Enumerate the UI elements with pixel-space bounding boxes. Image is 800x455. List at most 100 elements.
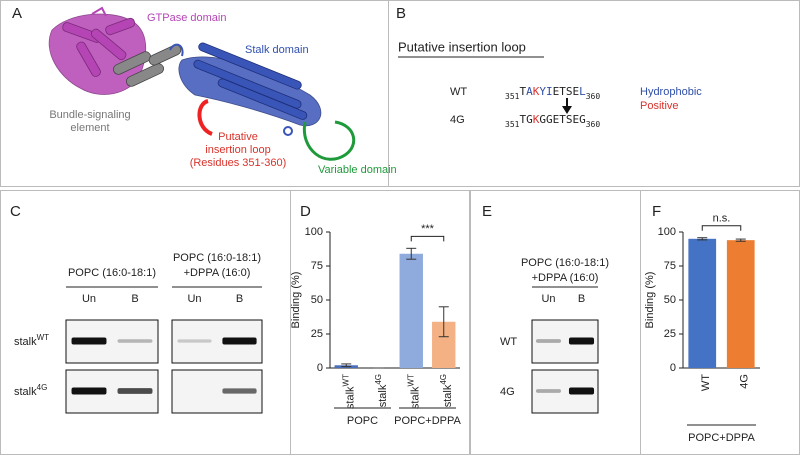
column-header: POPC (16:0-18:1) — [521, 257, 609, 269]
lane-label: Un — [541, 293, 555, 305]
residue: E — [572, 85, 579, 98]
residue: A — [526, 85, 533, 98]
domain-label: Putative — [218, 131, 258, 143]
lane-label: B — [236, 293, 243, 305]
label-sup: 4G — [439, 374, 448, 385]
y-tick-label: 25 — [664, 328, 676, 340]
sup-label: stalkWT — [406, 374, 421, 409]
sup-label: stalkWT — [341, 374, 356, 409]
x-tick-label: WT — [700, 374, 712, 391]
residue: Y — [539, 85, 546, 98]
residue: G — [539, 113, 546, 126]
y-axis-label: Binding (%) — [290, 272, 302, 329]
y-tick-label: 0 — [317, 362, 323, 374]
gel-band — [568, 387, 595, 395]
label-sup: WT — [37, 333, 50, 342]
column-header: +DPPA (16:0) — [532, 272, 599, 284]
residue: E — [553, 85, 560, 98]
y-tick-label: 50 — [311, 294, 323, 306]
label-sup: WT — [406, 374, 415, 387]
y-tick-label: 75 — [311, 260, 323, 272]
residue-number: 351 — [505, 92, 520, 101]
bar — [726, 240, 755, 368]
significance-label: n.s. — [713, 213, 731, 225]
residue-number: 360 — [586, 120, 601, 129]
domain-label: Bundle-signaling — [49, 109, 130, 121]
row-label: WT — [450, 86, 467, 98]
domain-label: Variable domain — [318, 164, 397, 176]
residue: G — [546, 113, 553, 126]
panel-letter: D — [300, 203, 311, 220]
panel-letter: B — [396, 5, 406, 22]
y-tick-label: 0 — [670, 362, 676, 374]
sup-label: stalk4G — [439, 374, 454, 407]
y-tick-label: 100 — [658, 226, 676, 238]
panel-letter: F — [652, 203, 661, 220]
panel-letter: A — [12, 5, 22, 22]
y-tick-label: 75 — [664, 260, 676, 272]
gel-band — [222, 337, 257, 345]
label-base: stalk — [409, 386, 421, 409]
legend-text: Hydrophobic — [640, 86, 702, 98]
significance-bracket — [410, 235, 445, 242]
y-tick-label: 100 — [305, 226, 323, 238]
domain-label: insertion loop — [205, 144, 270, 156]
domain-label: GTPase domain — [147, 12, 226, 24]
label-sup: 4G — [37, 383, 48, 392]
domain-label: element — [70, 122, 109, 134]
residue: S — [566, 85, 573, 98]
heading: Putative insertion loop — [398, 39, 526, 54]
row-label: 4G — [500, 386, 515, 398]
domain-label: Stalk domain — [245, 44, 309, 56]
residue: E — [572, 113, 579, 126]
sup-label: stalk4G — [14, 383, 47, 398]
label-base: stalk — [377, 384, 389, 407]
sup-label: stalk4G — [374, 374, 389, 407]
gel-band — [117, 388, 153, 394]
legend-text: Positive — [640, 100, 679, 112]
column-header: POPC (16:0-18:1) — [68, 267, 156, 279]
panel-letter: C — [10, 203, 21, 220]
residue: S — [566, 113, 573, 126]
column-header: +DPPA (16:0) — [184, 267, 251, 279]
gel-band — [71, 337, 107, 345]
label-base: stalk — [442, 384, 454, 407]
residue: T — [519, 85, 526, 98]
gel-band — [535, 339, 562, 343]
residue: T — [519, 113, 526, 126]
gel-band — [535, 389, 562, 393]
domain-label: (Residues 351-360) — [190, 157, 287, 169]
label-base: stalk — [14, 336, 37, 348]
residue: G — [526, 113, 533, 126]
lane-label: B — [578, 293, 585, 305]
row-label: WT — [500, 336, 517, 348]
lane-label: B — [131, 293, 138, 305]
bar — [432, 321, 456, 368]
label-base: stalk — [344, 386, 356, 409]
sequence: 351TGKGGETSEG360 — [505, 113, 600, 129]
residue: I — [546, 85, 553, 98]
gel-band — [177, 339, 212, 343]
y-tick-label: 25 — [311, 328, 323, 340]
bar — [399, 253, 423, 368]
residue-number: 351 — [505, 120, 520, 129]
lane-label: Un — [82, 293, 96, 305]
group-label: POPC+DPPA — [394, 415, 461, 427]
residue-number: 360 — [586, 92, 601, 101]
gel-band — [71, 387, 107, 395]
column-header: POPC (16:0-18:1) — [173, 252, 261, 264]
row-label: 4G — [450, 114, 465, 126]
label-base: stalk — [14, 386, 37, 398]
residue: K — [533, 85, 540, 98]
gel-band — [222, 388, 257, 394]
group-label: POPC — [347, 415, 378, 427]
residue: T — [559, 85, 566, 98]
significance-bracket — [701, 225, 742, 231]
panel-letter: E — [482, 203, 492, 220]
residue: L — [579, 85, 586, 98]
lane-label: Un — [187, 293, 201, 305]
residue: K — [533, 113, 540, 126]
protein-structure — [48, 6, 356, 161]
residue: E — [553, 113, 560, 126]
